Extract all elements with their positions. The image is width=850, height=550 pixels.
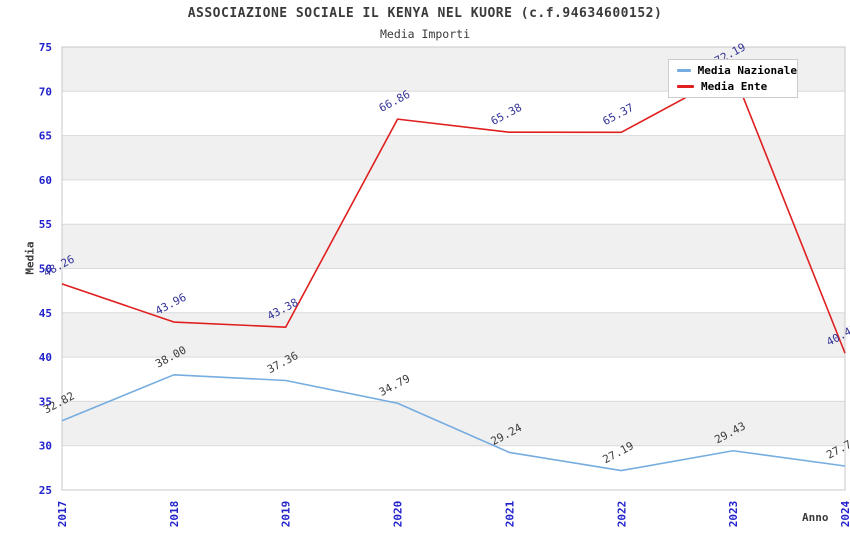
y-tick-label: 75 xyxy=(39,41,52,54)
y-tick-label: 35 xyxy=(39,395,52,408)
x-tick-label: 2023 xyxy=(727,501,740,528)
y-tick-label: 50 xyxy=(39,263,52,276)
x-tick-label: 2022 xyxy=(615,501,628,528)
y-tick-label: 70 xyxy=(39,85,52,98)
legend-swatch-media-ente-icon xyxy=(677,84,694,88)
grid-band xyxy=(62,312,845,358)
series-line-media-nazionale xyxy=(61,374,846,472)
legend-swatch-media-nazionale-icon xyxy=(677,69,691,73)
y-tick-label: 40 xyxy=(39,351,52,364)
data-point-label: 34.79 xyxy=(377,372,412,399)
x-tick-label: 2017 xyxy=(56,501,69,528)
data-point-label: 48.26 xyxy=(41,253,76,280)
legend-label-media-nazionale: Media Nazionale xyxy=(697,64,797,78)
x-axis-title: Anno xyxy=(802,511,829,524)
chart-title: ASSOCIAZIONE SOCIALE IL KENYA NEL KUORE … xyxy=(187,6,663,21)
legend: Media Nazionale Media Ente xyxy=(668,59,798,98)
grid-band xyxy=(62,401,845,446)
legend-item-media-nazionale: Media Nazionale xyxy=(677,64,797,77)
grid-band xyxy=(62,224,845,269)
x-tick-label: 2024 xyxy=(839,500,850,527)
series-line-media-ente xyxy=(61,71,846,354)
chart-subtitle: Media Importi xyxy=(379,27,470,41)
y-tick-label: 55 xyxy=(39,218,52,231)
legend-item-media-ente: Media Ente xyxy=(677,80,797,93)
y-tick-label: 30 xyxy=(39,440,52,453)
grid-band xyxy=(62,135,845,180)
legend-label-media-ente: Media Ente xyxy=(701,79,768,93)
data-point-label: 65.37 xyxy=(601,101,636,128)
y-tick-label: 60 xyxy=(39,174,52,187)
y-tick-label: 45 xyxy=(39,307,52,320)
data-point-label: 65.38 xyxy=(489,101,524,128)
x-tick-label: 2019 xyxy=(280,501,293,528)
x-tick-label: 2021 xyxy=(503,500,516,527)
y-tick-label: 65 xyxy=(39,130,52,143)
x-tick-label: 2020 xyxy=(392,501,405,528)
x-tick-label: 2018 xyxy=(168,501,181,528)
y-tick-label: 25 xyxy=(39,484,52,497)
plot-border xyxy=(61,46,846,491)
